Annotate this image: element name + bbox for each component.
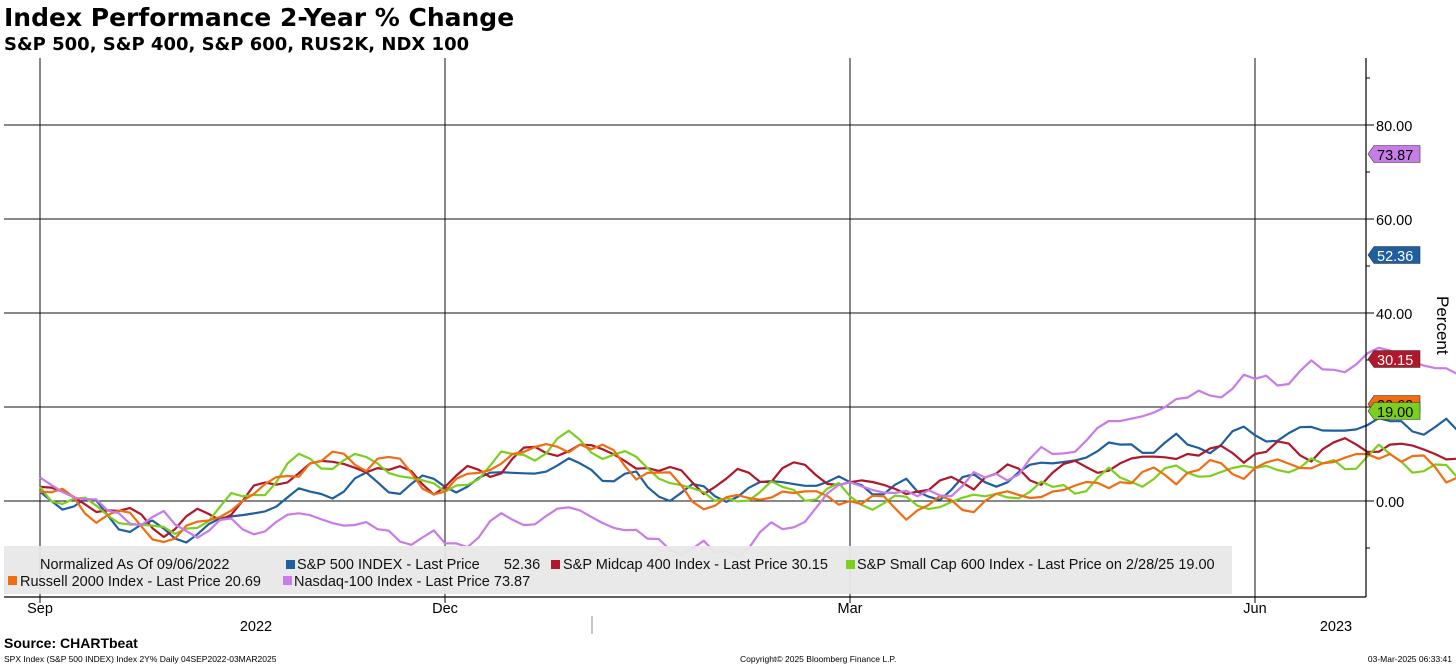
last-value-label-1: 30.15 [1377, 353, 1413, 369]
series-line-4 [39, 346, 1456, 558]
last-value-tag-1 [1367, 350, 1421, 368]
legend-swatch-rus2k [8, 576, 17, 585]
y-tick-label: 40.00 [1376, 307, 1412, 323]
last-value-tag-4 [1367, 145, 1421, 163]
axes: 0.0040.0060.0080.00SepDecMarJunSepDecMar… [4, 58, 1412, 635]
chart-title: Index Performance 2-Year % Change [4, 3, 514, 32]
series-line-0 [39, 417, 1456, 544]
series-line-3 [39, 443, 1456, 544]
grid [4, 58, 1366, 597]
legend-background [4, 546, 1232, 594]
series-line-2 [39, 429, 1456, 536]
legend-swatch-sp400 [551, 560, 560, 569]
source-text: Source: CHARTbeat [4, 635, 138, 651]
footer-center: Copyright© 2025 Bloomberg Finance L.P. [740, 654, 896, 664]
legend-swatch-ndx [283, 576, 292, 585]
footer-right: 03-Mar-2025 06:33:41 [1368, 654, 1452, 664]
y-tick-label: 80.00 [1376, 119, 1412, 135]
y-axis-label: Percent [1433, 296, 1452, 355]
x-month-label: Dec [432, 601, 458, 617]
last-value-tag-0 [1367, 246, 1421, 264]
x-year-label: 2022 [240, 619, 272, 635]
legend-swatch-sp600 [846, 560, 855, 569]
legend-swatch-sp500 [286, 560, 295, 569]
last-value-label-0: 52.36 [1377, 249, 1413, 265]
legend-header: Normalized As Of 09/06/2022 [40, 557, 229, 573]
x-month-label: Mar [838, 601, 863, 617]
legend: Normalized As Of 09/06/2022 S&P 500 INDE… [4, 546, 1232, 594]
legend-label-sp500: S&P 500 INDEX - Last Price 52.36 [297, 557, 540, 573]
last-value-label-4: 73.87 [1377, 148, 1413, 164]
legend-label-sp600: S&P Small Cap 600 Index - Last Price on … [857, 557, 1215, 573]
footer-left: SPX Index (S&P 500 INDEX) Index 2Y% Dail… [4, 654, 277, 664]
chart-subtitle: S&P 500, S&P 400, S&P 600, RUS2K, NDX 10… [4, 34, 469, 55]
legend-label-ndx: Nasdaq-100 Index - Last Price 73.87 [294, 574, 530, 590]
last-value-label-2: 19.00 [1377, 405, 1413, 421]
series-line-1 [39, 437, 1456, 539]
y-tick-label: 0.00 [1376, 495, 1404, 511]
legend-label-sp400: S&P Midcap 400 Index - Last Price 30.15 [563, 557, 828, 573]
x-year-label: 2023 [1320, 619, 1352, 635]
last-value-tag-2 [1367, 402, 1421, 420]
x-month-label: Jun [1243, 601, 1266, 617]
y-tick-label: 60.00 [1376, 213, 1412, 229]
legend-label-rus2k: Russell 2000 Index - Last Price 20.69 [20, 574, 261, 590]
x-month-label: Sep [27, 601, 53, 617]
series-lines [39, 346, 1456, 558]
